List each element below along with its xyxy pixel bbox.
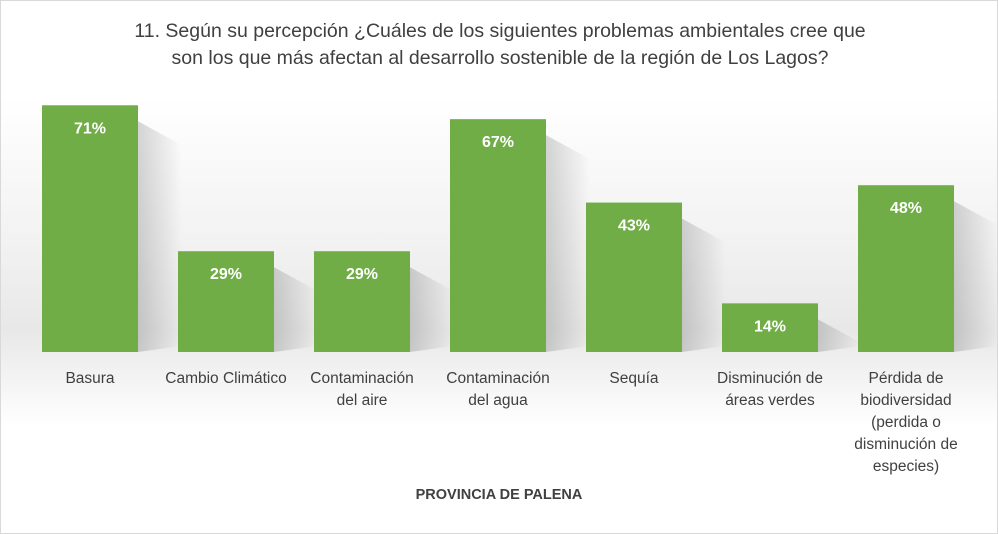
x-tick-label: Contaminación del agua xyxy=(446,370,549,409)
bar xyxy=(314,251,410,352)
x-tick-label: Sequía xyxy=(609,370,659,387)
bar-data-label: 14% xyxy=(754,318,786,335)
x-tick-label: Contaminación del aire xyxy=(310,370,413,409)
chart-title-line-1: 11. Según su percepción ¿Cuáles de los s… xyxy=(134,20,866,42)
x-tick-label: Pérdida de biodiversidad (perdida o disminu… xyxy=(854,370,957,475)
bar-data-label: 67% xyxy=(482,134,514,151)
chart-title-line-2: son los que más afectan al desarrollo so… xyxy=(171,47,829,69)
bar-shadow xyxy=(682,218,726,352)
bar xyxy=(42,105,138,353)
x-tick-label: Disminución de áreas verdes xyxy=(717,370,823,409)
bar-shadow xyxy=(138,121,182,353)
bar-data-label: 29% xyxy=(210,266,242,283)
bar-data-label: 71% xyxy=(74,120,106,137)
x-axis-title: PROVINCIA DE PALENA xyxy=(415,487,583,503)
bar-shadow xyxy=(546,135,590,352)
bar-data-label: 48% xyxy=(890,200,922,217)
bar xyxy=(586,202,682,352)
x-tick-label: Basura xyxy=(65,370,114,387)
bar-shadow xyxy=(410,267,454,352)
bar-shadow xyxy=(818,319,862,352)
chart-title: 11. Según su percepción ¿Cuáles de los s… xyxy=(61,18,939,72)
bar xyxy=(722,303,818,352)
bar-data-label: 43% xyxy=(618,218,650,235)
bar xyxy=(178,251,274,352)
bar-shadow xyxy=(274,267,318,352)
bar-data-label: 29% xyxy=(346,266,378,283)
bar xyxy=(450,119,546,352)
bar-shadow xyxy=(954,201,997,352)
bar xyxy=(858,185,954,352)
x-tick-label: Cambio Climático xyxy=(165,370,286,387)
